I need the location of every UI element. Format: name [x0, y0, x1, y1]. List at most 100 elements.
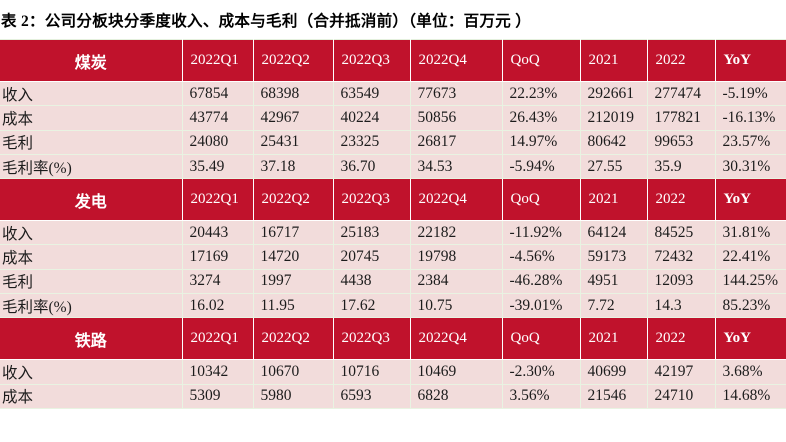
column-header: 2022Q2 [253, 317, 334, 361]
cell-value: 35.49 [181, 153, 254, 180]
cell-value: 1997 [252, 268, 334, 295]
cell-value: 21546 [579, 383, 648, 409]
cell-value: 67854 [181, 80, 254, 107]
cell-value: 3.56% [501, 383, 581, 409]
column-header: 2022Q2 [253, 178, 334, 222]
table-row: 成本 43774 42967 40224 50856 26.43% 212019 177821… [0, 105, 786, 131]
cell-value: 43774 [181, 105, 254, 131]
row-label: 毛利 [0, 268, 183, 295]
cell-value: 22.41% [714, 244, 786, 270]
column-header: 2022 [647, 178, 716, 222]
cell-value: 22182 [409, 220, 503, 246]
column-header: 2022Q1 [182, 317, 254, 361]
cell-value: 14.3 [646, 293, 716, 319]
cell-value: 11.95 [252, 293, 334, 319]
cell-value: -2.30% [501, 359, 581, 385]
cell-value: 16717 [252, 220, 334, 246]
section-name: 煤炭 [0, 39, 183, 82]
column-header: 2022Q3 [333, 178, 411, 222]
cell-value: 14.68% [714, 383, 786, 409]
cell-value: 26817 [409, 129, 503, 155]
column-header: QoQ [502, 178, 581, 222]
cell-value: -39.01% [501, 293, 581, 319]
cell-value: 31.81% [714, 220, 786, 246]
section-name: 铁路 [0, 317, 183, 361]
cell-value: 5309 [181, 383, 254, 409]
cell-value: 23325 [332, 129, 411, 155]
column-header: 2022Q4 [410, 39, 503, 82]
table-row: 收入 20443 16717 25183 22182 -11.92% 64124 84525 3… [0, 220, 786, 246]
cell-value: -11.92% [501, 220, 581, 246]
cell-value: 24710 [646, 383, 716, 409]
cell-value: 42967 [252, 105, 334, 131]
cell-value: 99653 [646, 129, 716, 155]
cell-value: 17169 [181, 244, 254, 270]
cell-value: 14.97% [501, 129, 581, 155]
cell-value: 10670 [252, 359, 334, 385]
column-header: 2022Q3 [333, 317, 411, 361]
cell-value: 50856 [409, 105, 503, 131]
cell-value: 35.9 [646, 153, 716, 180]
cell-value: 24080 [181, 129, 254, 155]
cell-value: 27.55 [579, 153, 648, 180]
financial-table-body: 煤炭 2022Q1 2022Q2 2022Q3 2022Q4 QoQ 2021 2022 YoY… [0, 39, 786, 409]
cell-value: 212019 [579, 105, 648, 131]
column-header: 2022Q1 [182, 178, 254, 222]
column-header: 2021 [580, 317, 648, 361]
cell-value: 16.02 [181, 293, 254, 319]
row-label: 成本 [0, 105, 183, 131]
cell-value: 77673 [409, 80, 503, 107]
cell-value: 25431 [252, 129, 334, 155]
column-header: 2022Q1 [182, 39, 254, 82]
section-name: 发电 [0, 178, 183, 222]
cell-value: 40699 [579, 359, 648, 385]
cell-value: 14720 [252, 244, 334, 270]
column-header: 2021 [580, 39, 648, 82]
cell-value: 3.68% [714, 359, 786, 385]
column-header: 2022 [647, 39, 716, 82]
cell-value: 26.43% [501, 105, 581, 131]
financial-table: 煤炭 2022Q1 2022Q2 2022Q3 2022Q4 QoQ 2021 2022 YoY… [0, 39, 786, 409]
column-header: QoQ [502, 39, 581, 82]
table-row: 成本 17169 14720 20745 19798 -4.56% 59173 72432 22… [0, 244, 786, 270]
table-row: 毛利 3274 1997 4438 2384 -46.28% 4951 12093 144.25… [0, 268, 786, 295]
cell-value: 4438 [332, 268, 411, 295]
row-label: 毛利率(%) [0, 293, 183, 319]
table-caption: 表 2：公司分板块分季度收入、成本与毛利（合并抵消前）（单位：百万元 ） [1, 13, 532, 30]
cell-value: 30.31% [714, 153, 786, 180]
column-header: 2022Q3 [333, 39, 411, 82]
cell-value: 7.72 [579, 293, 648, 319]
column-header: 2022Q2 [253, 39, 334, 82]
cell-value: 64124 [579, 220, 648, 246]
table-row: 成本 5309 5980 6593 6828 3.56% 21546 24710 14.68% [0, 383, 786, 409]
cell-value: 10716 [332, 359, 411, 385]
cell-value: 59173 [579, 244, 648, 270]
column-header: YoY [715, 317, 786, 361]
cell-value: 36.70 [332, 153, 411, 180]
cell-value: 4951 [579, 268, 648, 295]
section-header-row: 煤炭 2022Q1 2022Q2 2022Q3 2022Q4 QoQ 2021 2022 YoY [0, 39, 786, 82]
table-row: 毛利率(%) 16.02 11.95 17.62 10.75 -39.01% 7.72 14.… [0, 293, 786, 319]
column-header: 2022Q4 [410, 317, 503, 361]
cell-value: 40224 [332, 105, 411, 131]
section-header-row: 发电 2022Q1 2022Q2 2022Q3 2022Q4 QoQ 2021 2022 YoY [0, 178, 786, 222]
cell-value: -5.94% [501, 153, 581, 180]
cell-value: 10469 [409, 359, 503, 385]
row-label: 成本 [0, 383, 183, 409]
cell-value: 292661 [579, 80, 648, 107]
cell-value: -16.13% [714, 105, 786, 131]
cell-value: 144.25% [714, 268, 786, 295]
row-label: 毛利 [0, 129, 183, 155]
cell-value: 6828 [409, 383, 503, 409]
cell-value: 34.53 [409, 153, 503, 180]
cell-value: 10.75 [409, 293, 503, 319]
row-label: 收入 [0, 80, 183, 107]
cell-value: 22.23% [501, 80, 581, 107]
cell-value: 25183 [332, 220, 411, 246]
cell-value: 23.57% [714, 129, 786, 155]
cell-value: 84525 [646, 220, 716, 246]
row-label: 毛利率(%) [0, 153, 183, 180]
cell-value: 85.23% [714, 293, 786, 319]
column-header: YoY [715, 178, 786, 222]
